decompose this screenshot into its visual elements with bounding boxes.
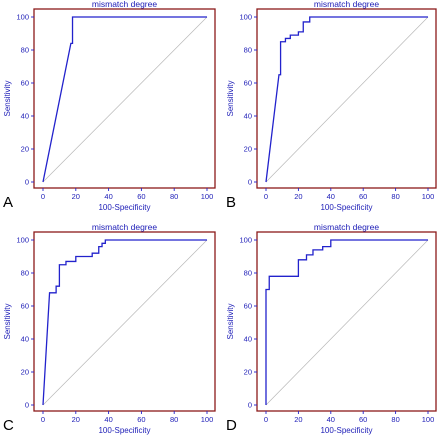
roc-curve [42, 16, 207, 183]
x-tick-label: 100 [422, 192, 435, 201]
y-tick-label: 80 [244, 269, 252, 278]
roc-panel-c: 0 20 40 60 80 100 0 20 40 60 80 100 mismatch degree 1… [3, 222, 216, 435]
roc-panel-b: 0 20 40 60 80 100 0 20 40 60 80 100 mismatch degree 1… [226, 0, 437, 212]
x-tick-label: 0 [264, 415, 268, 424]
x-tick-label: 40 [104, 415, 112, 424]
chart-title: mismatch degree [92, 222, 157, 232]
y-tick-label: 100 [16, 236, 29, 245]
x-tick-label: 60 [359, 192, 367, 201]
roc-panel-a: 0 20 40 60 80 100 0 20 40 60 80 100 mismatch degree 1… [3, 0, 216, 212]
reference-diagonal-line [42, 16, 208, 183]
reference-diagonal-line [265, 16, 429, 183]
y-axis-label: Sensitivity [3, 303, 12, 339]
roc-panel-d: 0 20 40 60 80 100 0 20 40 60 80 100 mismatch degree 1… [226, 222, 437, 435]
x-tick-label: 20 [294, 415, 302, 424]
y-tick-label: 100 [239, 236, 252, 245]
x-tick-label: 80 [391, 192, 399, 201]
plot-frame [33, 231, 216, 412]
plot-frame [256, 231, 437, 412]
x-tick-label: 60 [359, 415, 367, 424]
y-tick-label: 100 [16, 13, 29, 22]
plot-frame [256, 8, 437, 189]
x-axis-label: 100-Specificity [320, 203, 372, 212]
panel-letter: A [3, 194, 13, 211]
reference-diagonal-line [265, 239, 429, 406]
y-tick-label: 20 [244, 368, 252, 377]
y-tick-label: 0 [248, 178, 252, 187]
y-tick-label: 80 [21, 46, 29, 55]
x-tick-label: 80 [391, 415, 399, 424]
x-axis-label: 100-Specificity [98, 203, 150, 212]
y-tick-label: 60 [21, 302, 29, 311]
y-tick-label: 100 [239, 13, 252, 22]
reference-diagonal-line [42, 239, 208, 406]
x-axis-label: 100-Specificity [320, 426, 372, 435]
x-tick-label: 80 [170, 415, 178, 424]
y-tick-label: 20 [21, 145, 29, 154]
chart-title: mismatch degree [314, 222, 379, 232]
y-axis-label: Sensitivity [3, 80, 12, 116]
roc-curve [42, 239, 207, 406]
y-tick-label: 60 [244, 302, 252, 311]
panel-letter: C [3, 417, 14, 434]
y-tick-label: 0 [25, 401, 29, 410]
x-tick-label: 40 [104, 192, 112, 201]
y-axis-label: Sensitivity [226, 80, 235, 116]
x-tick-label: 20 [72, 415, 80, 424]
x-tick-label: 60 [137, 415, 145, 424]
y-axis-label: Sensitivity [226, 303, 235, 339]
x-tick-label: 20 [294, 192, 302, 201]
roc-curve [265, 16, 428, 183]
x-axis-label: 100-Specificity [98, 426, 150, 435]
roc-curve [265, 239, 428, 405]
x-tick-label: 100 [201, 192, 214, 201]
chart-title: mismatch degree [92, 0, 157, 9]
y-tick-label: 60 [244, 79, 252, 88]
y-tick-label: 40 [244, 112, 252, 121]
panel-letter: B [226, 194, 236, 211]
plot-frame [33, 8, 216, 189]
y-tick-label: 40 [21, 112, 29, 121]
x-tick-label: 100 [201, 415, 214, 424]
y-tick-label: 0 [25, 178, 29, 187]
x-tick-label: 20 [72, 192, 80, 201]
y-tick-label: 0 [248, 401, 252, 410]
chart-title: mismatch degree [314, 0, 379, 9]
x-tick-label: 40 [327, 192, 335, 201]
y-tick-label: 80 [244, 46, 252, 55]
x-tick-label: 0 [41, 415, 45, 424]
x-tick-label: 80 [170, 192, 178, 201]
x-tick-label: 100 [422, 415, 435, 424]
y-tick-label: 40 [21, 335, 29, 344]
panel-letter: D [226, 417, 237, 434]
y-tick-label: 20 [21, 368, 29, 377]
y-tick-label: 60 [21, 79, 29, 88]
x-tick-label: 60 [137, 192, 145, 201]
y-tick-label: 80 [21, 269, 29, 278]
x-tick-label: 0 [41, 192, 45, 201]
x-tick-label: 40 [327, 415, 335, 424]
x-tick-label: 0 [264, 192, 268, 201]
y-tick-label: 20 [244, 145, 252, 154]
y-tick-label: 40 [244, 335, 252, 344]
